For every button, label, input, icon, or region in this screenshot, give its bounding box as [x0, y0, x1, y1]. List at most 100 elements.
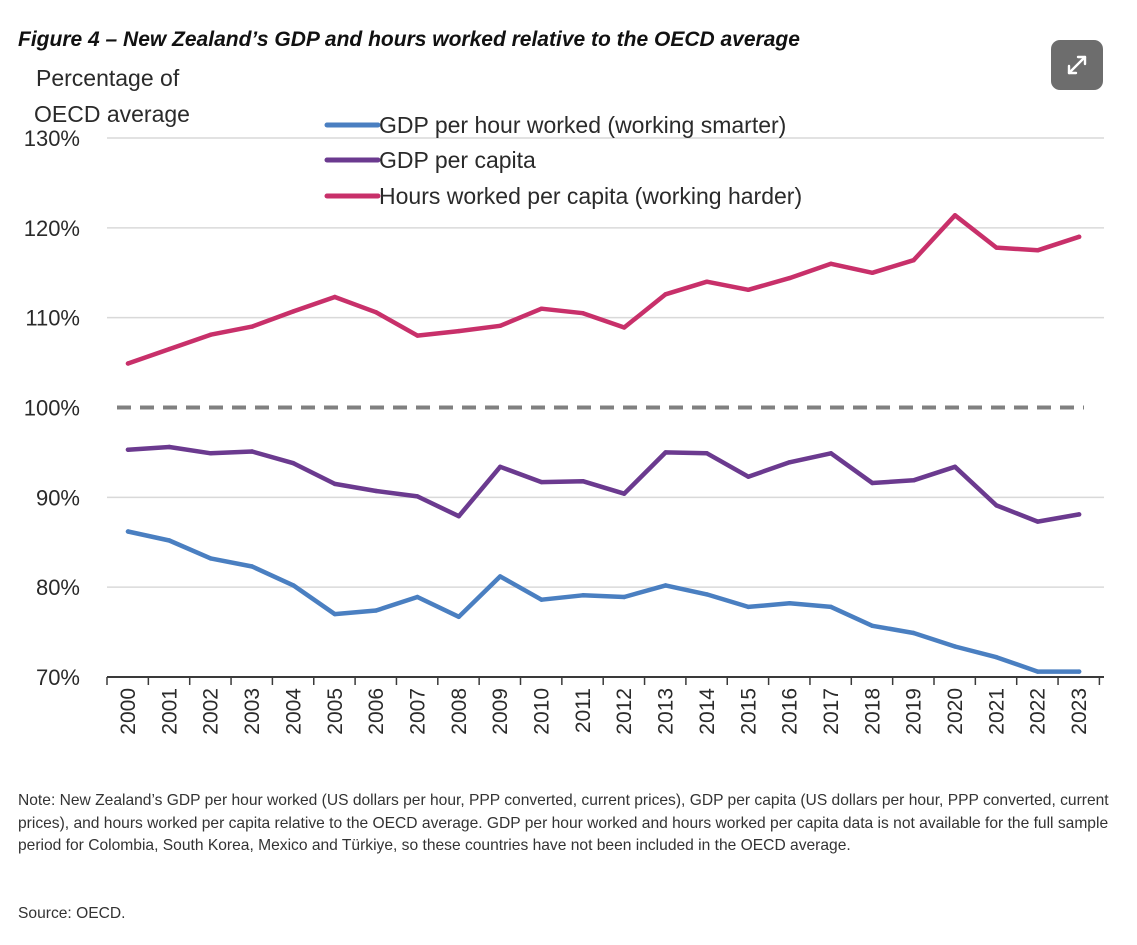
- data-point: [580, 311, 586, 316]
- x-tick-label: 2020: [944, 688, 967, 735]
- data-point: [828, 451, 834, 456]
- data-point: [249, 449, 255, 454]
- data-point: [539, 597, 544, 602]
- data-point: [373, 488, 379, 494]
- data-point: [828, 604, 834, 610]
- data-point: [952, 644, 958, 649]
- data-point: [911, 630, 916, 636]
- legend-label: GDP per capita: [379, 147, 536, 173]
- y-tick-label: 130%: [24, 126, 80, 151]
- x-tick-label: 2004: [282, 688, 305, 735]
- chart-note: Note: New Zealand’s GDP per hour worked …: [18, 792, 1109, 854]
- data-point: [622, 491, 627, 496]
- data-point: [663, 583, 668, 588]
- x-tick-label: 2002: [200, 688, 223, 735]
- x-tick-label: 2015: [737, 688, 760, 735]
- data-point: [911, 478, 916, 483]
- line-chart: 70% 80% 90% 100% 110% 120% 130% 2000 2001 2002 200…: [24, 65, 1104, 735]
- data-point: [373, 608, 379, 613]
- x-tick-label: 2003: [241, 688, 264, 735]
- y-tick-label: 90%: [36, 485, 80, 510]
- data-point: [952, 213, 958, 218]
- data-point: [208, 332, 213, 337]
- data-point: [870, 270, 875, 275]
- data-point: [911, 258, 916, 263]
- series-line-1: [125, 529, 1082, 674]
- x-tick-label: 2016: [779, 688, 802, 735]
- x-tick-label: 2012: [613, 688, 636, 735]
- data-point: [704, 592, 710, 597]
- data-point: [870, 480, 875, 486]
- expand-arrows-icon: [1067, 55, 1087, 75]
- x-tick-label: 2018: [861, 688, 884, 735]
- axes: 70% 80% 90% 100% 110% 120% 130% 2000 2001 2002 200…: [24, 126, 1104, 735]
- x-tick-label: 2014: [696, 688, 719, 735]
- data-point: [870, 623, 875, 628]
- data-point: [539, 479, 544, 485]
- data-point: [746, 287, 751, 292]
- legend-label: Hours worked per capita (working harder): [379, 183, 802, 209]
- figure-title: Figure 4 – New Zealand’s GDP and hours w…: [18, 28, 800, 51]
- data-point: [663, 450, 668, 455]
- data-point: [580, 593, 586, 598]
- data-point: [994, 245, 999, 250]
- x-tick-label: 2006: [365, 688, 388, 735]
- series-line-3: [125, 213, 1082, 366]
- data-point: [828, 261, 834, 266]
- y-axis-label-line-2: OECD average: [34, 101, 190, 127]
- y-tick-label: 70%: [36, 665, 80, 690]
- data-point: [787, 601, 792, 606]
- data-point: [498, 464, 503, 469]
- data-point: [456, 614, 461, 619]
- data-point: [415, 333, 420, 338]
- legend-label: GDP per hour worked (working smarter): [379, 112, 786, 138]
- x-tick-label: 2022: [1027, 688, 1050, 735]
- y-tick-label: 100%: [24, 396, 80, 421]
- data-point: [498, 323, 503, 328]
- legend: GDP per hour worked (working smarter) GDP…: [324, 112, 802, 209]
- x-tick-label: 2013: [655, 688, 678, 735]
- x-tick-label: 2023: [1068, 688, 1091, 735]
- data-point: [167, 444, 172, 450]
- data-point: [332, 611, 337, 617]
- data-point: [498, 574, 503, 579]
- x-tick-label: 2000: [117, 688, 140, 735]
- data-point: [746, 604, 751, 610]
- expand-button[interactable]: [1051, 40, 1103, 90]
- y-tick-label: 110%: [25, 306, 80, 331]
- data-point: [291, 309, 296, 314]
- data-point: [249, 324, 255, 329]
- series-line-2: [125, 444, 1082, 524]
- data-point: [994, 655, 999, 660]
- x-tick-label: 2017: [820, 688, 843, 735]
- data-point: [1076, 234, 1082, 239]
- y-tick-label: 80%: [36, 575, 80, 600]
- data-point: [415, 494, 420, 499]
- data-point: [663, 292, 668, 297]
- data-point: [249, 564, 255, 569]
- series-lines: [125, 213, 1082, 674]
- x-tick-label: 2019: [903, 688, 926, 735]
- data-point: [332, 481, 337, 487]
- data-point: [1076, 512, 1082, 517]
- data-point: [622, 325, 627, 330]
- data-point: [456, 328, 461, 334]
- data-point: [456, 514, 461, 519]
- data-point: [373, 310, 379, 315]
- data-point: [1035, 669, 1040, 674]
- data-point: [704, 451, 710, 456]
- data-point: [994, 503, 999, 508]
- data-point: [291, 583, 296, 588]
- chart-source: Source: OECD.: [18, 905, 126, 922]
- data-point: [125, 529, 131, 534]
- data-point: [1076, 669, 1082, 674]
- data-point: [208, 451, 213, 456]
- data-point: [167, 346, 172, 352]
- y-tick-label: 120%: [24, 216, 80, 241]
- data-point: [952, 464, 958, 469]
- x-tick-label: 2009: [489, 688, 512, 735]
- x-tick-label: 2005: [324, 688, 347, 735]
- x-tick-label: 2021: [985, 688, 1008, 735]
- data-point: [1035, 248, 1040, 253]
- data-point: [415, 594, 420, 600]
